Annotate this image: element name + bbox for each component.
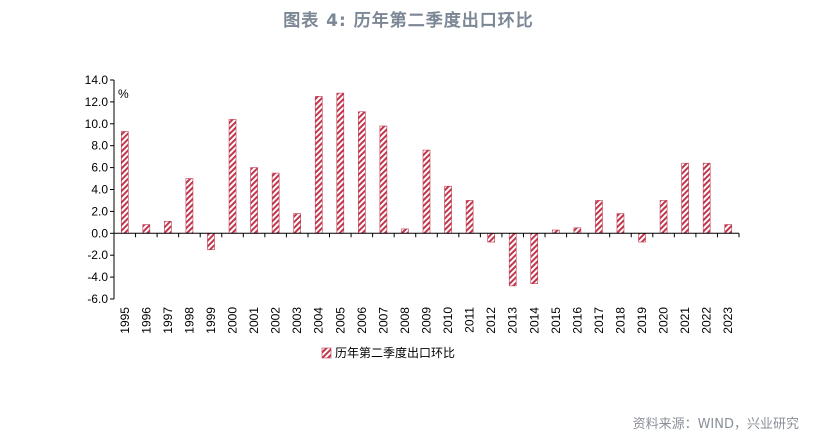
x-tick-label: 1998 bbox=[182, 307, 196, 334]
y-tick-label: 8.0 bbox=[91, 139, 108, 153]
source-note: 资料来源：WIND，兴业研究 bbox=[632, 417, 799, 432]
y-unit-label: % bbox=[118, 87, 129, 101]
bars bbox=[120, 92, 733, 287]
legend: 历年第二季度出口环比 bbox=[321, 345, 455, 360]
x-tick-label: 2016 bbox=[570, 307, 584, 334]
x-tick-label: 2023 bbox=[721, 307, 735, 334]
y-tick-label: 4.0 bbox=[91, 183, 108, 197]
bar-2017 bbox=[595, 200, 603, 234]
bar-2001 bbox=[250, 167, 258, 234]
y-tick-label: 10.0 bbox=[85, 117, 109, 131]
x-tick-label: 2014 bbox=[527, 307, 541, 334]
bar-1997 bbox=[164, 220, 172, 234]
y-tick-label: 0.0 bbox=[91, 226, 108, 240]
y-axis: 14.0 12.0 10.0 8.0 6.0 4.0 2.0 0.0 -2.0 -4.0 -6.0 bbox=[85, 73, 115, 306]
x-tick-label: 2002 bbox=[269, 307, 283, 334]
x-tick-label: 2000 bbox=[226, 307, 240, 334]
x-tick-label: 1999 bbox=[204, 307, 218, 334]
legend-swatch bbox=[321, 347, 332, 359]
x-tick-label: 2005 bbox=[333, 307, 347, 334]
x-tick-label: 2012 bbox=[484, 307, 498, 334]
y-tick-label: -4.0 bbox=[87, 270, 108, 284]
x-tick-label: 2022 bbox=[700, 307, 714, 334]
bar-2023 bbox=[724, 224, 733, 234]
x-tick-label: 1997 bbox=[161, 307, 175, 334]
bar-1998 bbox=[185, 178, 194, 234]
bar-2019 bbox=[638, 233, 646, 243]
chart-title: 图表 4: 历年第二季度出口环比 bbox=[283, 11, 534, 31]
bar-2005 bbox=[336, 92, 345, 234]
x-tick-label: 2013 bbox=[506, 307, 520, 334]
x-tick-label: 2021 bbox=[678, 307, 692, 334]
bar-2009 bbox=[422, 149, 431, 234]
x-tick-label: 2007 bbox=[376, 307, 390, 334]
x-tick-label: 2019 bbox=[635, 307, 649, 334]
y-tick-label: 14.0 bbox=[85, 73, 109, 87]
bar-2000 bbox=[228, 119, 237, 234]
y-tick-label: 12.0 bbox=[85, 95, 109, 109]
bar-2012 bbox=[487, 233, 495, 243]
bar-2003 bbox=[293, 213, 301, 234]
bar-2004 bbox=[314, 96, 323, 234]
y-tick-label: -2.0 bbox=[87, 248, 108, 262]
bar-2008 bbox=[401, 228, 409, 234]
x-tick-label: 2008 bbox=[398, 307, 412, 334]
x-axis: 1995 1996 1997 1998 1999 2000 2001 2002 2003 2004… bbox=[113, 232, 740, 334]
bar-2011 bbox=[465, 200, 474, 234]
bar-2002 bbox=[271, 172, 280, 234]
x-tick-label: 2004 bbox=[312, 307, 326, 334]
bar-2022 bbox=[702, 162, 711, 234]
bar-2013 bbox=[508, 233, 517, 287]
legend-label: 历年第二季度出口环比 bbox=[335, 345, 455, 360]
x-tick-label: 2009 bbox=[420, 307, 434, 334]
bar-2006 bbox=[358, 111, 366, 234]
bar-2007 bbox=[379, 125, 388, 234]
x-tick-label: 2011 bbox=[463, 307, 477, 333]
x-tick-label: 2020 bbox=[657, 307, 671, 334]
x-tick-label: 2015 bbox=[549, 307, 563, 334]
x-tick-label: 2006 bbox=[355, 307, 369, 334]
bar-2018 bbox=[616, 213, 625, 234]
bar-1995 bbox=[120, 131, 129, 234]
x-tick-label: 1996 bbox=[139, 307, 153, 334]
x-tick-label: 2017 bbox=[592, 307, 606, 334]
bar-1999 bbox=[207, 233, 215, 251]
x-tick-label: 2003 bbox=[290, 307, 304, 334]
bar-1996 bbox=[142, 224, 151, 234]
y-tick-label: 2.0 bbox=[91, 204, 108, 218]
bar-2014 bbox=[530, 233, 539, 284]
x-tick-label: 2001 bbox=[247, 307, 261, 334]
y-tick-label: 6.0 bbox=[91, 161, 108, 175]
bar-2020 bbox=[659, 200, 668, 234]
x-tick-label: 2010 bbox=[441, 307, 455, 334]
x-tick-label: 1995 bbox=[118, 307, 132, 334]
bar-2021 bbox=[681, 162, 689, 234]
bar-2016 bbox=[573, 227, 582, 234]
bar-2010 bbox=[444, 185, 452, 234]
y-tick-label: -6.0 bbox=[87, 292, 108, 306]
x-tick-label: 2018 bbox=[613, 307, 627, 334]
